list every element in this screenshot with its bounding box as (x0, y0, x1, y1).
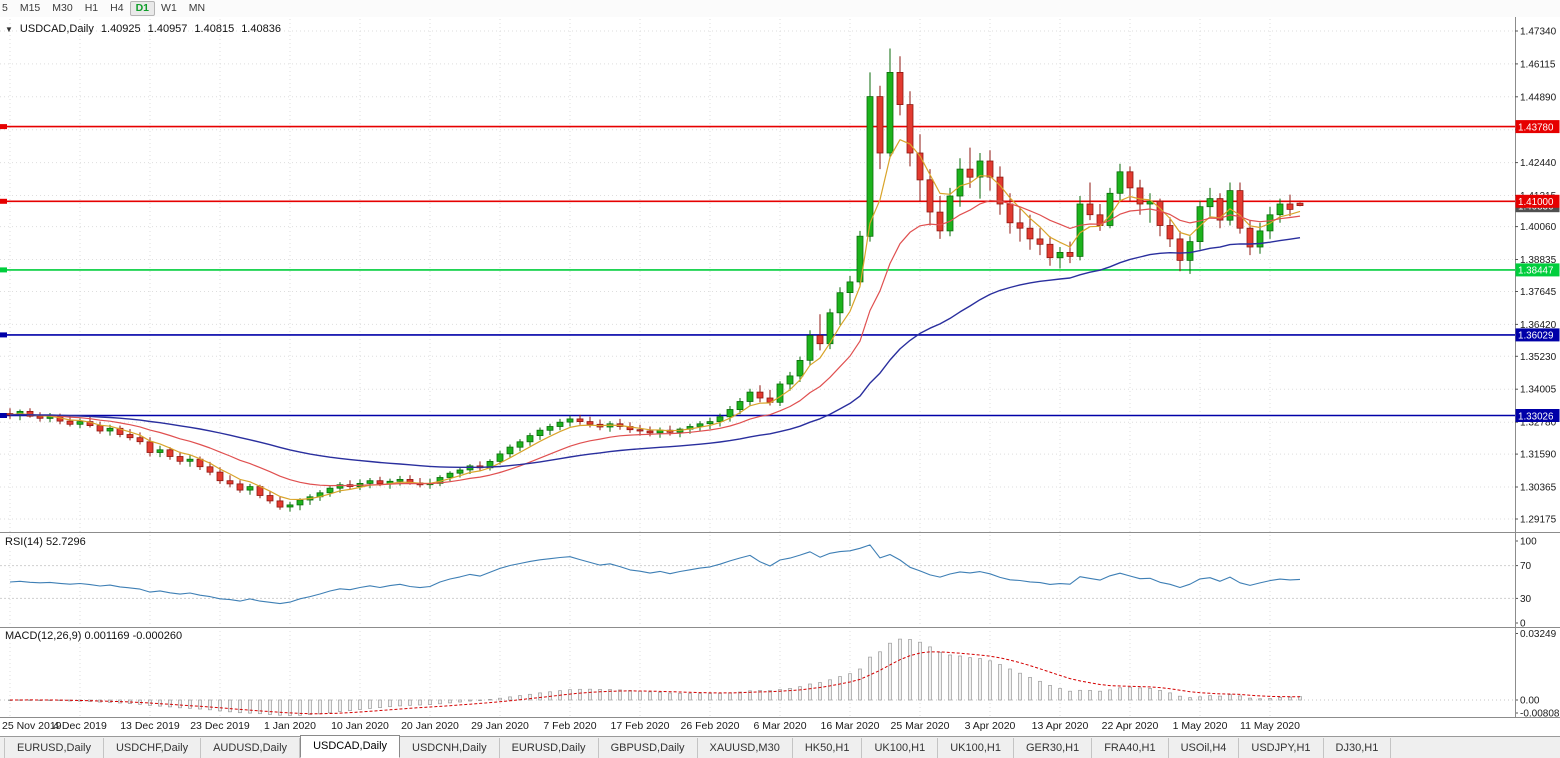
svg-text:3 Apr 2020: 3 Apr 2020 (965, 720, 1016, 732)
timeframe-toolbar: 5 M15 M30 H1 H4 D1 W1 MN (0, 0, 1560, 18)
rsi-layer: 100 70 30 0 (0, 537, 1537, 630)
horizontal-level-lines (0, 124, 1515, 418)
svg-text:1.36029: 1.36029 (1518, 331, 1553, 342)
chart-window[interactable]: 100 70 30 0 0.03249 0.00 -0.00808 1.47340 1.4611… (0, 17, 1560, 736)
tab-hk50-h1[interactable]: HK50,H1 (793, 738, 863, 758)
rsi-indicator-label: RSI(14) 52.7296 (5, 536, 86, 548)
svg-text:13 Apr 2020: 13 Apr 2020 (1032, 720, 1089, 732)
svg-text:1 May 2020: 1 May 2020 (1173, 720, 1228, 732)
svg-text:1.38835: 1.38835 (1520, 255, 1557, 266)
symbol-dropdown-icon[interactable]: ▼ (5, 24, 13, 34)
svg-text:1 Jan 2020: 1 Jan 2020 (264, 720, 316, 732)
svg-text:17 Feb 2020: 17 Feb 2020 (611, 720, 670, 732)
svg-text:26 Feb 2020: 26 Feb 2020 (681, 720, 740, 732)
grid-lines (0, 19, 1515, 716)
svg-text:-0.00808: -0.00808 (1520, 709, 1560, 720)
svg-text:10 Jan 2020: 10 Jan 2020 (331, 720, 389, 732)
tab-usdcnh-daily[interactable]: USDCNH,Daily (400, 738, 500, 758)
timeframe-m5-button[interactable]: 5 (0, 1, 14, 16)
tab-xauusd-m30[interactable]: XAUUSD,M30 (698, 738, 793, 758)
ohlc-low-value: 1.40815 (194, 23, 235, 35)
macd-layer: 0.03249 0.00 -0.00808 (0, 629, 1560, 720)
svg-text:1.46115: 1.46115 (1520, 59, 1556, 70)
tab-ger30-h1[interactable]: GER30,H1 (1014, 738, 1093, 758)
svg-text:22 Apr 2020: 22 Apr 2020 (1102, 720, 1159, 732)
svg-text:1.33026: 1.33026 (1518, 411, 1554, 422)
timeframe-h4-button[interactable]: H4 (104, 1, 129, 16)
svg-text:1.34005: 1.34005 (1520, 385, 1557, 396)
svg-text:1.47340: 1.47340 (1520, 27, 1557, 38)
svg-text:16 Mar 2020: 16 Mar 2020 (821, 720, 880, 732)
tab-usoil-h4[interactable]: USOil,H4 (1169, 738, 1240, 758)
timeframe-d1-button[interactable]: D1 (129, 1, 156, 16)
panel-frames (0, 17, 1560, 718)
svg-text:1.43780: 1.43780 (1518, 122, 1554, 133)
price-axis[interactable]: 1.473401.461151.448901.436651.424401.412… (1515, 27, 1560, 526)
svg-text:1.35230: 1.35230 (1520, 352, 1557, 363)
timeframe-m15-button[interactable]: M15 (14, 1, 46, 16)
tab-usdchf-daily[interactable]: USDCHF,Daily (104, 738, 202, 758)
tab-gbpusd-daily[interactable]: GBPUSD,Daily (599, 738, 698, 758)
tab-dj30-h1[interactable]: DJ30,H1 (1324, 738, 1392, 758)
svg-text:1.44890: 1.44890 (1520, 92, 1557, 103)
svg-text:1.37645: 1.37645 (1520, 287, 1557, 298)
svg-text:1.30365: 1.30365 (1520, 483, 1557, 494)
tab-audusd-daily[interactable]: AUDUSD,Daily (201, 738, 301, 758)
timeframe-m30-button[interactable]: M30 (46, 1, 78, 16)
tab-usdjpy-h1[interactable]: USDJPY,H1 (1239, 738, 1324, 758)
svg-text:1.29175: 1.29175 (1520, 515, 1557, 526)
svg-text:1.32780: 1.32780 (1520, 418, 1557, 429)
ohlc-open-value: 1.40925 (100, 23, 141, 35)
chart-symbol-label: USDCAD,Daily (19, 23, 94, 35)
macd-indicator-label: MACD(12,26,9) 0.001169 -0.000260 (5, 630, 183, 642)
chart-symbol-header: ▼ USDCAD,Daily 1.40925 1.40957 1.40815 1… (5, 23, 281, 35)
svg-text:1.38447: 1.38447 (1518, 266, 1553, 277)
moving-averages (9, 139, 1301, 501)
tab-uk100-h1[interactable]: UK100,H1 (862, 738, 939, 758)
candles-layer (6, 48, 1304, 512)
svg-text:7 Feb 2020: 7 Feb 2020 (543, 720, 596, 732)
svg-text:100: 100 (1520, 537, 1537, 548)
svg-text:29 Jan 2020: 29 Jan 2020 (471, 720, 529, 732)
svg-text:4 Dec 2019: 4 Dec 2019 (53, 720, 107, 732)
svg-text:25 Mar 2020: 25 Mar 2020 (891, 720, 950, 732)
svg-text:30: 30 (1520, 594, 1532, 605)
svg-text:20 Jan 2020: 20 Jan 2020 (401, 720, 459, 732)
price-chart-svg[interactable]: 100 70 30 00.03249 0.00 -0.00808 1.47340 1.4611… (0, 17, 1560, 736)
timeframe-mn-button[interactable]: MN (183, 1, 211, 16)
tab-eurusd-daily-2[interactable]: EURUSD,Daily (500, 738, 599, 758)
tab-usdcad-daily[interactable]: USDCAD,Daily (300, 735, 401, 758)
svg-text:1.42440: 1.42440 (1520, 158, 1557, 169)
tab-fra40-h1[interactable]: FRA40,H1 (1092, 738, 1169, 758)
timeframe-w1-button[interactable]: W1 (155, 1, 183, 16)
chart-tab-bar: EURUSD,Daily USDCHF,Daily AUDUSD,Daily U… (0, 735, 1560, 758)
svg-text:1.31590: 1.31590 (1520, 450, 1557, 461)
svg-text:0.00: 0.00 (1520, 696, 1540, 707)
tab-eurusd-daily[interactable]: EURUSD,Daily (4, 738, 104, 758)
svg-text:6 Mar 2020: 6 Mar 2020 (753, 720, 806, 732)
svg-text:1.41000: 1.41000 (1518, 197, 1554, 208)
svg-text:1.36420: 1.36420 (1520, 320, 1557, 331)
svg-text:13 Dec 2019: 13 Dec 2019 (120, 720, 180, 732)
timeframe-h1-button[interactable]: H1 (79, 1, 104, 16)
svg-text:0.03249: 0.03249 (1520, 629, 1557, 640)
ohlc-close-value: 1.40836 (241, 23, 281, 35)
svg-text:25 Nov 2019: 25 Nov 2019 (2, 720, 62, 732)
svg-text:70: 70 (1520, 561, 1532, 572)
svg-text:11 May 2020: 11 May 2020 (1240, 720, 1300, 732)
ohlc-high-value: 1.40957 (147, 23, 188, 35)
svg-text:0: 0 (1520, 619, 1526, 630)
svg-text:23 Dec 2019: 23 Dec 2019 (190, 720, 250, 732)
tab-uk100-h1-2[interactable]: UK100,H1 (938, 738, 1014, 758)
svg-text:1.40060: 1.40060 (1520, 222, 1557, 233)
